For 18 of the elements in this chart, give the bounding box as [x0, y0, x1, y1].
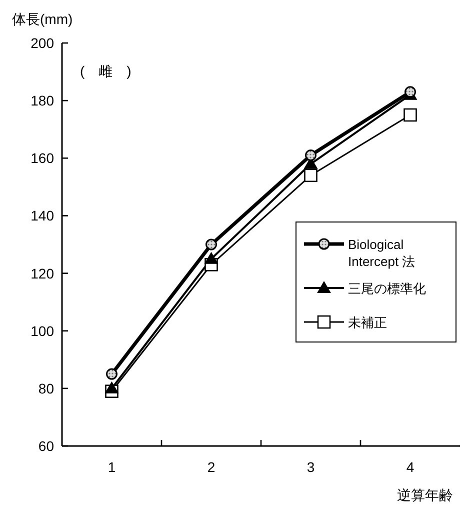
x-axis-title: 逆算年齢	[397, 487, 453, 503]
x-tick-label: 3	[306, 459, 315, 475]
x-tick-label: 2	[207, 459, 216, 475]
x-tick-label: 4	[406, 459, 414, 475]
y-axis-title: 体長(mm)	[12, 11, 73, 27]
legend-label: 未補正	[348, 315, 387, 330]
y-tick-label: 100	[30, 322, 54, 339]
x-tick-label: 1	[108, 459, 116, 475]
y-tick-label: 180	[30, 92, 54, 109]
annotation: ( 雌 )	[80, 63, 132, 79]
y-tick-label: 120	[30, 265, 54, 282]
y-tick-label: 200	[30, 35, 54, 51]
y-tick-label: 60	[38, 438, 54, 454]
y-tick-label: 140	[30, 208, 54, 224]
legend-label: 三尾の標準化	[348, 281, 426, 296]
y-tick-label: 160	[30, 150, 54, 166]
legend-label: Biological Intercept 法	[348, 237, 416, 269]
y-tick-label: 80	[38, 380, 54, 396]
